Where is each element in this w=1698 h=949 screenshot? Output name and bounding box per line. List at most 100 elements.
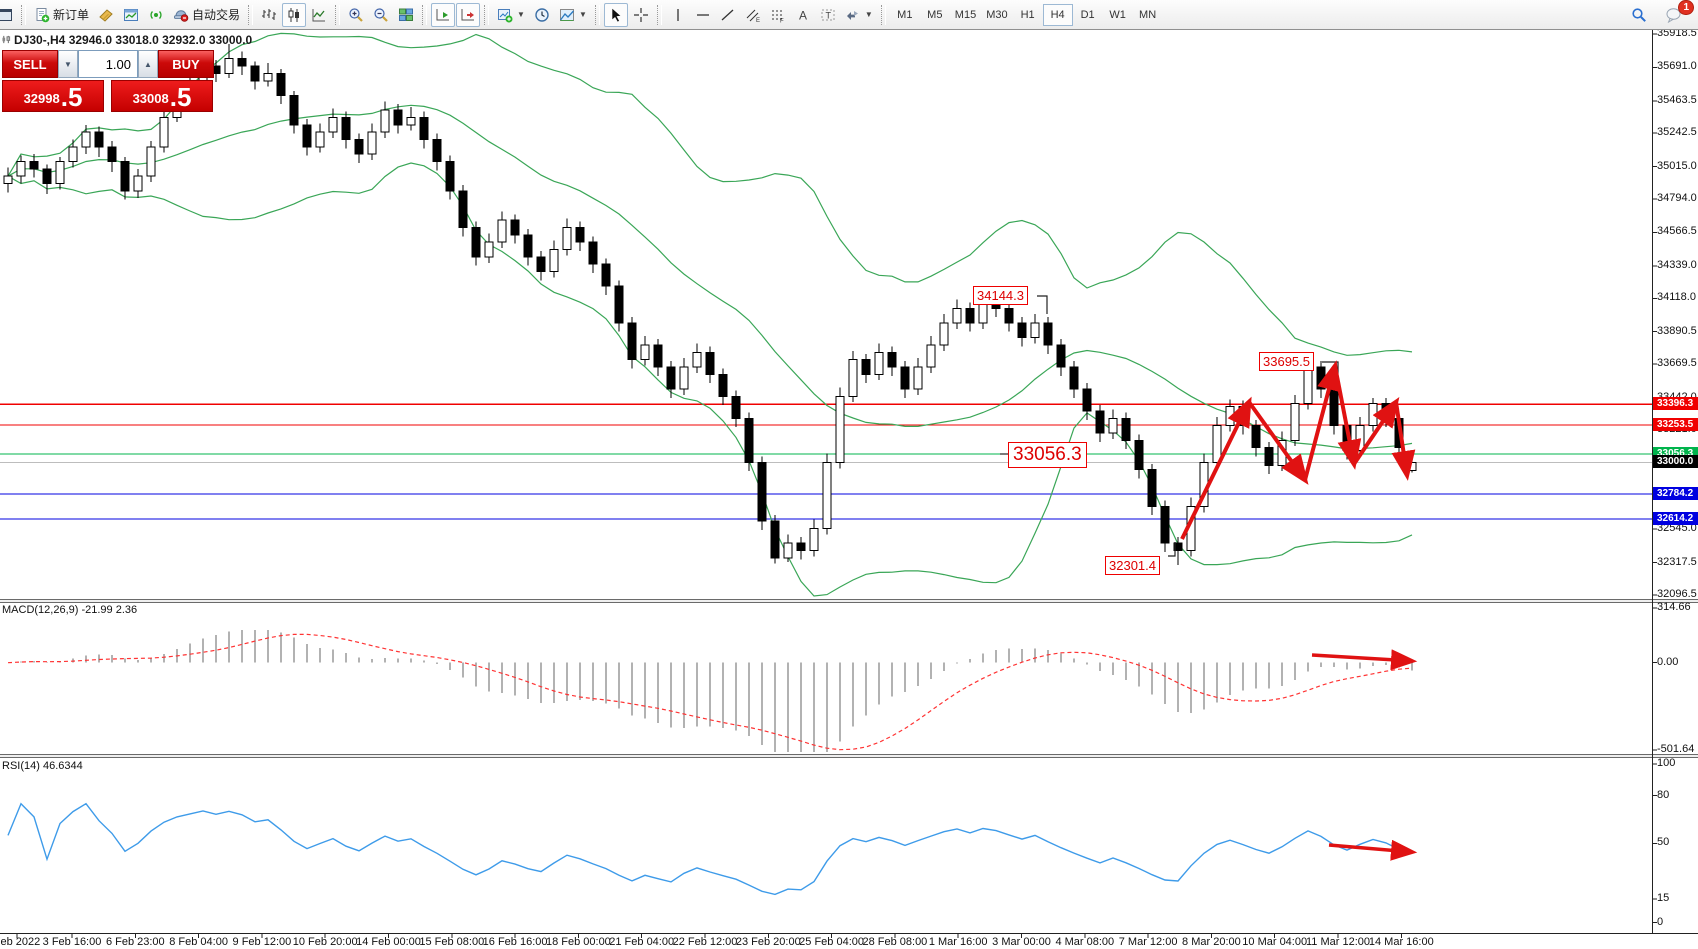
bar-chart-button[interactable] — [257, 3, 281, 27]
new-chart-icon — [498, 8, 513, 22]
signal-icon — [150, 10, 162, 19]
price-annotation[interactable]: 33056.3 — [1008, 442, 1087, 468]
price-axis-label: 34794.0 — [1657, 192, 1697, 205]
toolbar: 新订单 自动交易 — [0, 0, 1698, 30]
trendline-button[interactable] — [716, 3, 740, 27]
text-label-icon: T — [821, 9, 835, 20]
fibonacci-button[interactable]: F — [766, 3, 790, 27]
horizontal-line-icon — [696, 13, 709, 16]
new-order-button[interactable]: 新订单 — [30, 3, 93, 27]
toolbar-grip — [248, 4, 254, 25]
eraser-button[interactable] — [94, 3, 118, 27]
svg-text:F: F — [780, 18, 784, 23]
rsi-axis-label: 80 — [1657, 788, 1670, 801]
timeframe-H4[interactable]: H4 — [1042, 3, 1073, 26]
price-axis-label: 33669.5 — [1657, 357, 1697, 370]
date-label: 3 Mar 00:00 — [992, 936, 1051, 948]
timeframe-M5[interactable]: M5 — [927, 8, 943, 21]
buy-button[interactable]: BUY — [158, 50, 214, 78]
bar-chart-icon — [262, 8, 277, 20]
sell-price-display[interactable]: 32998 .5 — [2, 80, 104, 112]
price-axis-label: 35242.5 — [1657, 126, 1697, 139]
price-axis-label: 35015.0 — [1657, 159, 1697, 172]
macd-trend-arrow — [1311, 649, 1418, 671]
periods-clock-button[interactable] — [530, 3, 554, 27]
clock-icon — [535, 7, 549, 22]
svg-text:T: T — [825, 10, 831, 20]
date-label: 14 Mar 16:00 — [1368, 936, 1434, 948]
fibonacci-icon: F — [771, 10, 784, 23]
zoom-in-button[interactable] — [344, 3, 368, 27]
crosshair-icon — [633, 7, 648, 22]
arrows-shapes-button[interactable]: ▼ — [841, 3, 877, 27]
line-chart-button[interactable] — [307, 3, 331, 27]
toolbar-grip — [880, 4, 886, 25]
date-label: 25 Feb 04:00 — [799, 936, 865, 948]
market-watch-button[interactable] — [119, 3, 143, 27]
cursor-button[interactable] — [603, 2, 628, 27]
volume-input[interactable] — [78, 50, 138, 78]
tile-windows-button[interactable] — [394, 3, 418, 27]
horizontal-line-button[interactable] — [691, 3, 715, 27]
buy-price-main: 33008 — [132, 91, 169, 106]
timeframe-M1[interactable]: M1 — [897, 8, 913, 21]
vertical-line-icon — [677, 8, 679, 21]
text-button[interactable]: A — [791, 3, 815, 27]
price-axis-label: 33890.5 — [1657, 324, 1697, 337]
timeframe-M30[interactable]: M30 — [986, 8, 1008, 21]
toolbar-grip — [422, 4, 428, 25]
indicators-button[interactable]: ▼ — [555, 3, 591, 27]
text-label-button[interactable]: T — [816, 3, 840, 27]
timeframe-M15[interactable]: M15 — [954, 8, 977, 21]
volume-decrease-button[interactable]: ▼ — [58, 50, 78, 78]
dropdown-caret-icon: ▼ — [864, 10, 873, 19]
search-button[interactable] — [1627, 3, 1651, 27]
macd-indicator — [7, 629, 1413, 752]
signals-button[interactable] — [144, 3, 168, 27]
dropdown-caret-icon: ▼ — [578, 10, 587, 19]
price-axis-label: 34118.0 — [1657, 291, 1696, 304]
new-chart-button[interactable]: ▼ — [493, 3, 529, 27]
macd-axis-label: -501.64 — [1657, 742, 1695, 755]
new-order-label: 新订单 — [53, 8, 90, 22]
auto-trading-button[interactable]: 自动交易 — [169, 3, 244, 27]
timeframe-H1[interactable]: H1 — [1020, 8, 1035, 21]
sell-button[interactable]: SELL — [2, 50, 58, 78]
price-annotation[interactable]: 34144.3 — [973, 286, 1028, 305]
one-click-trading-panel: SELL ▼ ▲ BUY 32998 .5 33008 .5 — [2, 50, 214, 112]
equidistant-channel-button[interactable]: E — [741, 3, 765, 27]
crosshair-button[interactable] — [629, 3, 653, 27]
zoom-out-button[interactable] — [369, 3, 393, 27]
price-axis-label: 35918.5 — [1657, 27, 1697, 39]
chart-title: DJ30-,H4 32946.0 33018.0 32932.0 33000.0 — [14, 33, 253, 47]
trade-panel-top-row: SELL ▼ ▲ BUY — [2, 50, 214, 78]
notification-count-badge: 1 — [1678, 0, 1694, 15]
vertical-line-button[interactable] — [666, 3, 690, 27]
rsi-indicator — [7, 802, 1413, 896]
date-label: 10 Feb 20:00 — [292, 936, 358, 948]
chart-shift-button[interactable] — [456, 2, 481, 27]
candlestick-chart-button[interactable] — [282, 2, 307, 27]
new-order-icon — [36, 7, 50, 22]
date-label: 4 Mar 08:00 — [1055, 936, 1115, 948]
rsi-axis-label: 15 — [1657, 891, 1670, 904]
price-axis-label: 35691.0 — [1657, 60, 1697, 73]
zoom-in-icon — [349, 7, 363, 22]
notifications-button[interactable]: 1 — [1661, 0, 1694, 27]
price-annotation[interactable]: 33695.5 — [1259, 352, 1314, 371]
buy-price-display[interactable]: 33008 .5 — [111, 80, 213, 112]
volume-increase-button[interactable]: ▲ — [138, 50, 158, 78]
price-annotation[interactable]: 32301.4 — [1105, 556, 1160, 575]
timeframe-W1[interactable]: W1 — [1109, 8, 1126, 21]
window-icon[interactable] — [0, 3, 17, 27]
date-label: 16 Feb 16:00 — [482, 936, 548, 948]
auto-scroll-button[interactable] — [431, 2, 456, 27]
svg-text:E: E — [756, 18, 760, 23]
timeframe-D1[interactable]: D1 — [1080, 8, 1095, 21]
timeframe-MN[interactable]: MN — [1139, 8, 1157, 21]
date-label: 22 Feb 12:00 — [672, 936, 738, 948]
rsi-axis-label: 50 — [1657, 836, 1670, 849]
bollinger-bands — [7, 32, 1413, 597]
cursor-icon — [611, 6, 622, 22]
